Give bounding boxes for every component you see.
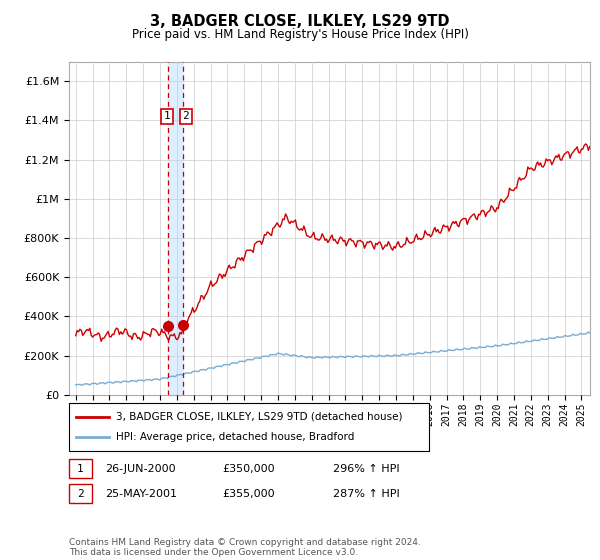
Text: 25-MAY-2001: 25-MAY-2001 bbox=[105, 489, 177, 499]
Text: 2: 2 bbox=[182, 111, 190, 122]
Text: 1: 1 bbox=[77, 464, 84, 474]
Text: 287% ↑ HPI: 287% ↑ HPI bbox=[333, 489, 400, 499]
Text: 296% ↑ HPI: 296% ↑ HPI bbox=[333, 464, 400, 474]
Text: 26-JUN-2000: 26-JUN-2000 bbox=[105, 464, 176, 474]
Text: Contains HM Land Registry data © Crown copyright and database right 2024.
This d: Contains HM Land Registry data © Crown c… bbox=[69, 538, 421, 557]
Text: £350,000: £350,000 bbox=[222, 464, 275, 474]
Text: HPI: Average price, detached house, Bradford: HPI: Average price, detached house, Brad… bbox=[116, 432, 355, 442]
Bar bbox=[168, 62, 184, 395]
Text: £355,000: £355,000 bbox=[222, 489, 275, 499]
Text: 3, BADGER CLOSE, ILKLEY, LS29 9TD (detached house): 3, BADGER CLOSE, ILKLEY, LS29 9TD (detac… bbox=[116, 412, 403, 422]
Text: 3, BADGER CLOSE, ILKLEY, LS29 9TD: 3, BADGER CLOSE, ILKLEY, LS29 9TD bbox=[150, 14, 450, 29]
Text: Price paid vs. HM Land Registry's House Price Index (HPI): Price paid vs. HM Land Registry's House … bbox=[131, 28, 469, 41]
Text: 2: 2 bbox=[77, 489, 84, 499]
Text: 1: 1 bbox=[164, 111, 170, 122]
